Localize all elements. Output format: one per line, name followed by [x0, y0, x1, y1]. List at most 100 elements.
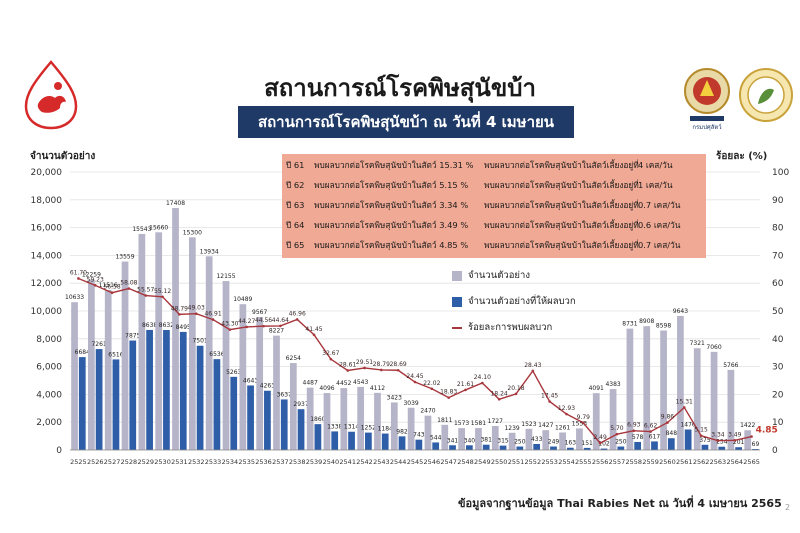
- x-tick-label: 2535: [238, 458, 255, 466]
- percent-label: 58.08: [120, 280, 137, 287]
- bar-label-samples: 8908: [639, 318, 654, 325]
- bar-label-samples: 1581: [471, 420, 486, 427]
- percent-label: 44.27: [238, 318, 255, 325]
- bar-label-samples: 1427: [538, 422, 553, 429]
- legend-swatch: [452, 270, 462, 281]
- bar-positive: [348, 431, 355, 450]
- bar-label-samples: 10489: [233, 296, 252, 303]
- percent-label: 18.83: [440, 389, 457, 396]
- x-tick-label: 2544: [390, 458, 407, 466]
- x-tick-label: 2548: [457, 458, 474, 466]
- bar-samples: [525, 428, 533, 450]
- percent-label: 28.69: [390, 361, 407, 368]
- bar-label-samples: 15660: [149, 224, 168, 231]
- bar-positive: [398, 436, 406, 450]
- y2-tick-label: 0: [772, 446, 778, 456]
- y2-tick-label: 80: [772, 224, 784, 234]
- summary-year: ปี 63: [286, 200, 305, 210]
- bar-label-samples: 6254: [286, 355, 301, 362]
- summary-pet: พบผลบวกต่อโรคพิษสุนัขบ้าในสัตว์เลี้ยงอยู…: [484, 180, 639, 190]
- bar-samples: [626, 328, 634, 450]
- bar-label-samples: 5766: [723, 362, 738, 369]
- x-tick-label: 2556: [592, 458, 609, 466]
- y2-tick-label: 100: [772, 168, 789, 178]
- x-tick-label: 2545: [407, 458, 424, 466]
- percent-point: [245, 325, 249, 329]
- summary-rate: 1 เคส/วัน: [638, 180, 673, 190]
- x-tick-label: 2536: [255, 458, 272, 466]
- percent-label: 46.91: [204, 311, 221, 318]
- percent-label: 41.45: [305, 326, 322, 333]
- x-tick-label: 2529: [137, 458, 154, 466]
- bar-samples: [104, 289, 112, 450]
- summary-pct: พบผลบวกต่อโรคพิษสุนัขบ้าในสัตว์ 3.34 %: [314, 200, 469, 210]
- percent-point: [110, 291, 114, 295]
- percent-point: [77, 277, 80, 280]
- x-tick-label: 2555: [575, 458, 592, 466]
- x-tick-label: 2564: [726, 458, 743, 466]
- bar-label-samples: 3039: [403, 400, 418, 407]
- x-tick-label: 2550: [491, 458, 508, 466]
- bar-samples: [508, 432, 516, 450]
- bar-positive: [516, 446, 524, 450]
- percent-point: [194, 312, 198, 315]
- bar-positive: [752, 449, 759, 450]
- source-note: ข้อมูลจากฐานข้อมูล Thai Rabies Net ณ วัน…: [458, 497, 782, 510]
- bar-label-positive: 1314: [344, 424, 359, 431]
- bar-positive: [684, 429, 692, 450]
- bar-label-positive: 8638: [142, 322, 157, 329]
- bar-positive: [651, 441, 658, 450]
- bar-positive: [314, 424, 322, 450]
- bar-samples: [222, 281, 230, 450]
- y-tick-label: 6,000: [36, 363, 62, 373]
- bar-samples: [71, 302, 78, 450]
- percent-point: [262, 324, 265, 328]
- bar-samples: [88, 279, 95, 450]
- summary-pet: พบผลบวกต่อโรคพิษสุนัขบ้าในสัตว์เลี้ยงอยู…: [484, 200, 639, 210]
- bar-positive: [482, 444, 490, 450]
- bar-label-positive: 151: [581, 440, 593, 447]
- percent-point: [750, 435, 753, 438]
- percent-label: 2.49: [593, 434, 607, 441]
- bar-label-samples: 7321: [690, 340, 705, 347]
- x-tick-label: 2541: [339, 458, 356, 466]
- x-tick-label: 2551: [508, 458, 525, 466]
- bar-samples: [239, 304, 247, 450]
- percent-point: [228, 328, 232, 331]
- bar-label-positive: 69: [752, 441, 760, 448]
- bar-samples: [188, 237, 196, 450]
- bar-positive: [280, 399, 288, 450]
- y-tick-label: 18,000: [31, 196, 63, 206]
- bar-samples: [121, 261, 129, 450]
- bar-positive: [146, 329, 153, 450]
- percent-point: [531, 369, 535, 373]
- bar-samples: [744, 430, 752, 450]
- legend-item-positive: จำนวนตัวอย่างที่ให้ผลบวก: [452, 294, 576, 309]
- bar-samples: [289, 363, 297, 450]
- bar-label-samples: 9643: [673, 308, 688, 315]
- legend-label: ร้อยละการพบผลบวก: [468, 322, 553, 333]
- percent-point: [127, 287, 131, 290]
- percent-point: [649, 430, 652, 433]
- percent-point: [380, 368, 383, 372]
- bar-label-positive: 7501: [192, 338, 207, 345]
- bar-samples: [172, 208, 179, 450]
- bar-samples: [491, 425, 499, 450]
- percent-label: 59.23: [87, 276, 104, 283]
- percent-point: [716, 439, 720, 443]
- bar-label-samples: 1553: [572, 420, 587, 427]
- x-tick-label: 2554: [558, 458, 575, 466]
- bar-positive: [264, 390, 271, 450]
- bar-label-positive: 102: [598, 441, 610, 448]
- bar-samples: [357, 386, 365, 450]
- bar-samples: [138, 233, 146, 450]
- x-tick-label: 2559: [642, 458, 659, 466]
- livestock-dept-logo-icon: [684, 68, 730, 121]
- bar-samples: [727, 369, 735, 450]
- percent-point: [733, 438, 737, 442]
- bar-label-samples: 13934: [200, 248, 219, 255]
- y2-tick-label: 70: [772, 251, 784, 261]
- x-tick-label: 2549: [474, 458, 491, 466]
- x-tick-label: 2546: [424, 458, 441, 466]
